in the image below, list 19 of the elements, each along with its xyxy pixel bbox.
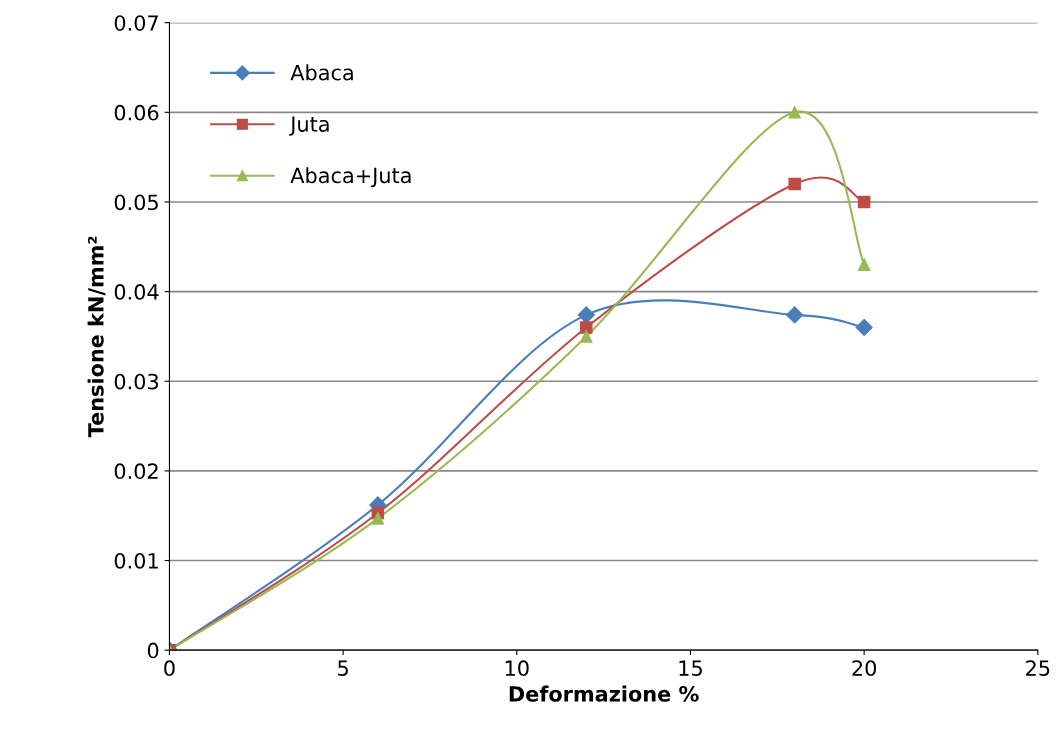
x-tick-label: 15 [679, 660, 702, 677]
y-tick-label: 0.06 [114, 104, 159, 121]
y-tick-label: 0.04 [114, 284, 159, 300]
y-tick-label: 0.01 [114, 552, 158, 569]
x-tick-label: 0 [164, 660, 175, 677]
x-tick-label: 10 [505, 660, 529, 677]
legend-label: Abaca [290, 64, 353, 81]
legend-label: Juta [289, 116, 329, 136]
x-tick-label: 25 [1026, 660, 1050, 677]
x-axis-title: Deformazione % [509, 685, 699, 702]
y-tick-label: 0.02 [114, 463, 158, 480]
y-tick-label: 0.05 [114, 194, 158, 211]
y-tick-label: 0.07 [114, 15, 158, 31]
legend-label: Abaca+Juta [290, 167, 411, 188]
y-tick-label: 0 [147, 642, 159, 659]
x-tick-label: 20 [852, 660, 877, 677]
y-tick-label: 0.03 [114, 373, 159, 390]
x-tick-label: 5 [338, 660, 348, 677]
y-axis-title: Tensione kN/mm² [87, 236, 106, 438]
